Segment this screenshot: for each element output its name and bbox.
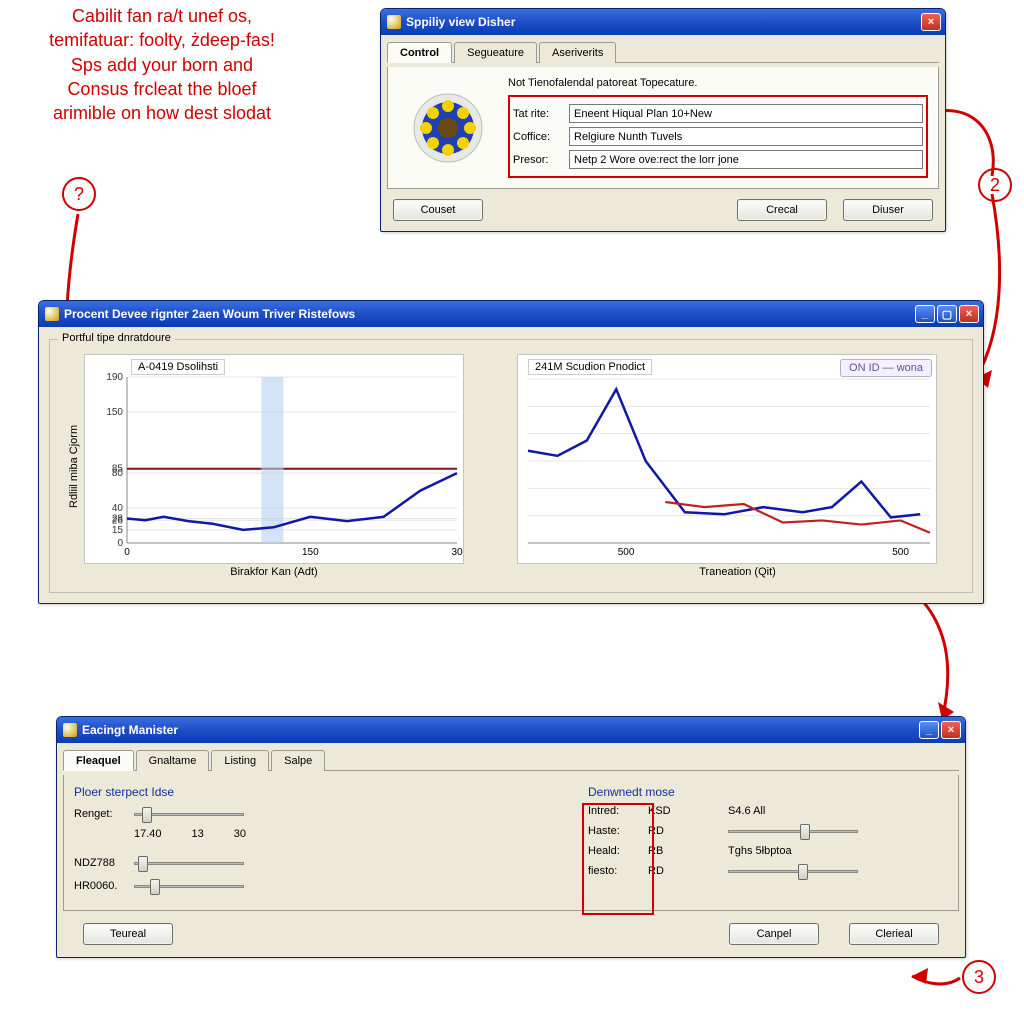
crecal-button[interactable]: Crecal [737, 199, 827, 221]
panel-heading: Not Tienofalendal patoreat Topecature. [508, 77, 928, 89]
field2-label: Coffice: [513, 131, 569, 143]
tab-segueature[interactable]: Segueature [454, 42, 537, 63]
app-icon [63, 723, 77, 737]
close-icon[interactable]: × [941, 721, 961, 739]
haste-value: RD [648, 825, 698, 837]
tab-listing[interactable]: Listing [211, 750, 269, 771]
sunflower-icon [408, 88, 488, 168]
labels-highlight [582, 803, 654, 915]
app-icon [387, 15, 401, 29]
window-title: Eacingt Manister [82, 723, 919, 737]
close-icon[interactable]: × [959, 305, 979, 323]
hr-label: HR0060. [74, 880, 134, 892]
maximize-icon[interactable]: ▢ [937, 305, 957, 323]
window-title: Sppiliy view Disher [406, 15, 921, 29]
num3: 30 [234, 828, 246, 840]
svg-text:0: 0 [124, 547, 130, 558]
haste-slider[interactable] [728, 822, 858, 840]
svg-text:190: 190 [106, 372, 123, 383]
right-section-title: Denwnedt mose [588, 785, 948, 799]
field3-label: Presor: [513, 154, 569, 166]
tab-fleaquel[interactable]: Fleaquel [63, 750, 134, 771]
marker-question: ? [62, 177, 96, 211]
tab-control[interactable]: Control [387, 42, 452, 63]
field3-input[interactable] [569, 150, 923, 169]
tab-aseriverits[interactable]: Aseriverits [539, 42, 616, 63]
ndz-slider[interactable] [134, 854, 244, 872]
svg-text:500: 500 [892, 547, 909, 558]
marker-3: 3 [962, 960, 996, 994]
haste-label: Haste: [588, 825, 648, 837]
canpel-button[interactable]: Canpel [729, 923, 819, 945]
field2-input[interactable] [569, 127, 923, 146]
tab-gnaltame[interactable]: Gnaltame [136, 750, 210, 771]
window-title: Procent Devee rignter 2aen Woum Triver R… [64, 307, 915, 321]
clerieal-button[interactable]: Clerieal [849, 923, 939, 945]
heald-extra: Tghs 5łbptoa [728, 845, 792, 857]
annotation-text: Cabilit fan ra/t unef os, temifatuar: fo… [2, 4, 322, 125]
right-chart-xlabel: Traneation (Qit) [517, 566, 958, 578]
svg-text:0: 0 [117, 538, 123, 549]
groupbox-title: Portful tipe dnratdoure [58, 332, 175, 344]
svg-text:500: 500 [618, 547, 635, 558]
heald-value: RB [648, 845, 698, 857]
teureal-button[interactable]: Teureal [83, 923, 173, 945]
renget-label: Renget: [74, 808, 134, 820]
left-chart-xlabel: Birakfor Kan (Adt) [84, 566, 464, 578]
renget-slider[interactable] [134, 805, 244, 823]
svg-text:40: 40 [112, 503, 124, 514]
titlebar[interactable]: Eacingt Manister _ × [57, 717, 965, 743]
titlebar[interactable]: Sppiliy view Disher × [381, 9, 945, 35]
svg-text:150: 150 [302, 547, 319, 558]
minimize-icon[interactable]: _ [915, 305, 935, 323]
window-settings: Sppiliy view Disher × Control Segueature… [380, 8, 946, 232]
fiesto-value: RD [648, 865, 698, 877]
couset-button[interactable]: Couset [393, 199, 483, 221]
app-icon [45, 307, 59, 321]
left-chart: A-0419 Dsolihsti 15019040858028261500150… [84, 354, 464, 564]
svg-text:80: 80 [112, 468, 124, 479]
left-section-title: Ploer sterpect Idse [74, 785, 576, 799]
fiesto-slider[interactable] [728, 862, 858, 880]
left-chart-ylabel: Rdliil miba Cjorm [64, 354, 84, 578]
titlebar[interactable]: Procent Devee rignter 2aen Woum Triver R… [39, 301, 983, 327]
tab-strip: Control Segueature Aseriverits [387, 41, 939, 63]
close-icon[interactable]: × [921, 13, 941, 31]
tab-salpe[interactable]: Salpe [271, 750, 325, 771]
right-chart: 241M Scudion Pnodict ON ID — wona 500500 [517, 354, 937, 564]
hr-slider[interactable] [134, 877, 244, 895]
ndz-label: NDZ788 [74, 857, 134, 869]
arrow-3-to-button [906, 960, 964, 996]
field1-input[interactable] [569, 104, 923, 123]
num1: 17.40 [134, 828, 162, 840]
heald-label: Heald: [588, 845, 648, 857]
fiesto-label: fiesto: [588, 865, 648, 877]
intred-extra: S4.6 All [728, 805, 765, 817]
tab-strip: Fleaquel Gnaltame Listing Salpe [63, 749, 959, 771]
window-charts: Procent Devee rignter 2aen Woum Triver R… [38, 300, 984, 604]
svg-text:15: 15 [112, 525, 124, 536]
num2: 13 [192, 828, 204, 840]
minimize-icon[interactable]: _ [919, 721, 939, 739]
intred-label: Intred: [588, 805, 648, 817]
svg-text:30: 30 [451, 547, 463, 558]
field1-label: Tat rite: [513, 108, 569, 120]
intred-value: KSD [648, 805, 698, 817]
svg-text:150: 150 [106, 407, 123, 418]
marker-2: 2 [978, 168, 1012, 202]
diuser-button[interactable]: Diuser [843, 199, 933, 221]
window-manister: Eacingt Manister _ × Fleaquel Gnaltame L… [56, 716, 966, 958]
fields-highlight: Tat rite: Coffice: Presor: [508, 95, 928, 178]
